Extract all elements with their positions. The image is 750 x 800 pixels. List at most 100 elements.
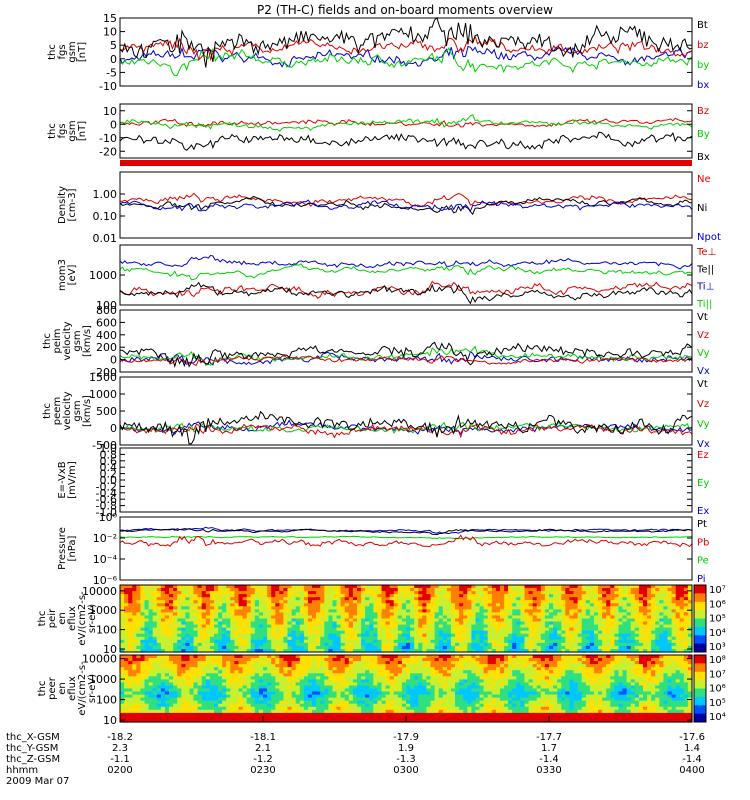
- heatmap-cell: [283, 594, 289, 598]
- heatmap-cell: [495, 618, 501, 623]
- heatmap-cell: [132, 639, 137, 644]
- heatmap-cell: [369, 664, 374, 668]
- heatmap-cell: [463, 679, 468, 683]
- heatmap-cell: [561, 670, 566, 674]
- heatmap-cell: [667, 655, 673, 659]
- heatmap-cell: [279, 667, 284, 671]
- heatmap-cell: [638, 585, 644, 589]
- heatmap-cell: [316, 655, 321, 659]
- heatmap-cell: [193, 618, 199, 623]
- heatmap-cell: [373, 636, 378, 641]
- heatmap-cell: [136, 603, 141, 607]
- heatmap-cell: [434, 597, 440, 601]
- heatmap-cell: [209, 685, 215, 690]
- heatmap-cell: [495, 664, 501, 668]
- heatmap-cell: [124, 679, 129, 683]
- heatmap-cell: [471, 615, 477, 620]
- heatmap-cell: [442, 688, 448, 693]
- heatmap-cell: [528, 664, 534, 668]
- heatmap-cell: [173, 585, 178, 589]
- heatmap-cell: [205, 655, 211, 659]
- heatmap-cell: [508, 618, 513, 623]
- heatmap-cell: [540, 655, 546, 659]
- heatmap-cell: [164, 682, 170, 686]
- heatmap-cell: [177, 661, 182, 665]
- heatmap-cell: [459, 618, 464, 623]
- heatmap-cell: [164, 630, 170, 635]
- heatmap-cell: [328, 630, 334, 635]
- heatmap-cell: [226, 621, 231, 626]
- heatmap-cell: [585, 597, 591, 601]
- heatmap-cell: [267, 685, 272, 690]
- heatmap-cell: [426, 612, 432, 616]
- heatmap-cell: [671, 642, 677, 647]
- heatmap-cell: [504, 600, 509, 604]
- heatmap-cell: [516, 685, 521, 690]
- heatmap-cell: [189, 661, 195, 665]
- heatmap-cell: [508, 630, 513, 635]
- heatmap-cell: [242, 655, 248, 659]
- heatmap-cell: [459, 645, 464, 650]
- heatmap-cell: [626, 585, 632, 589]
- heatmap-cell: [687, 624, 693, 629]
- heatmap-cell: [401, 645, 407, 650]
- heatmap-cell: [361, 664, 366, 668]
- heatmap-cell: [197, 594, 203, 598]
- heatmap-cell: [504, 603, 509, 607]
- heatmap-cell: [663, 618, 669, 623]
- heatmap-cell: [234, 670, 240, 674]
- heatmap-cell: [577, 679, 583, 683]
- heatmap-cell: [479, 682, 485, 686]
- heatmap-cell: [483, 661, 489, 665]
- heatmap-cell: [422, 618, 427, 623]
- heatmap-cell: [164, 612, 170, 616]
- series-line-Vt: [119, 410, 693, 445]
- heatmap-cell: [226, 639, 231, 644]
- heatmap-cell: [467, 673, 472, 677]
- heatmap-cell: [410, 618, 415, 623]
- heatmap-cell: [177, 597, 182, 601]
- heatmap-cell: [128, 621, 133, 626]
- heatmap-cell: [446, 627, 452, 632]
- heatmap-cell: [385, 621, 391, 626]
- heatmap-cell: [557, 645, 562, 650]
- heatmap-cell: [618, 661, 624, 665]
- heatmap-cell: [226, 633, 231, 638]
- heatmap-cell: [352, 664, 358, 668]
- heatmap-cell: [426, 667, 432, 671]
- heatmap-cell: [124, 588, 129, 592]
- heatmap-cell: [483, 600, 489, 604]
- heatmap-cell: [602, 618, 607, 623]
- heatmap-cell: [528, 676, 534, 680]
- heatmap-cell: [524, 679, 530, 683]
- heatmap-cell: [271, 603, 276, 607]
- heatmap-cell: [602, 609, 607, 613]
- heatmap-cell: [148, 615, 154, 620]
- heatmap-cell: [160, 585, 166, 589]
- heatmap-cell: [622, 633, 628, 638]
- heatmap-cell: [553, 679, 558, 683]
- heatmap-cell: [422, 615, 427, 620]
- heatmap-cell: [687, 664, 693, 668]
- heatmap-cell: [602, 612, 607, 616]
- heatmap-cell: [218, 642, 223, 647]
- heatmap-cell: [598, 600, 603, 604]
- heatmap-cell: [671, 588, 677, 592]
- heatmap-cell: [234, 645, 240, 650]
- legend-entry: Vx: [697, 366, 710, 377]
- heatmap-cell: [357, 630, 362, 635]
- heatmap-cell: [389, 597, 395, 601]
- heatmap-cell: [267, 609, 272, 613]
- heatmap-cell: [553, 597, 558, 601]
- heatmap-cell: [581, 670, 587, 674]
- heatmap-cell: [557, 594, 562, 598]
- heatmap-cell: [573, 594, 579, 598]
- heatmap-cell: [320, 688, 325, 693]
- heatmap-cell: [336, 612, 342, 616]
- heatmap-cell: [479, 585, 485, 589]
- heatmap-cell: [500, 679, 505, 683]
- heatmap-cell: [148, 636, 154, 641]
- heatmap-cell: [659, 685, 664, 690]
- heatmap-cell: [340, 612, 346, 616]
- heatmap-cell: [598, 685, 603, 690]
